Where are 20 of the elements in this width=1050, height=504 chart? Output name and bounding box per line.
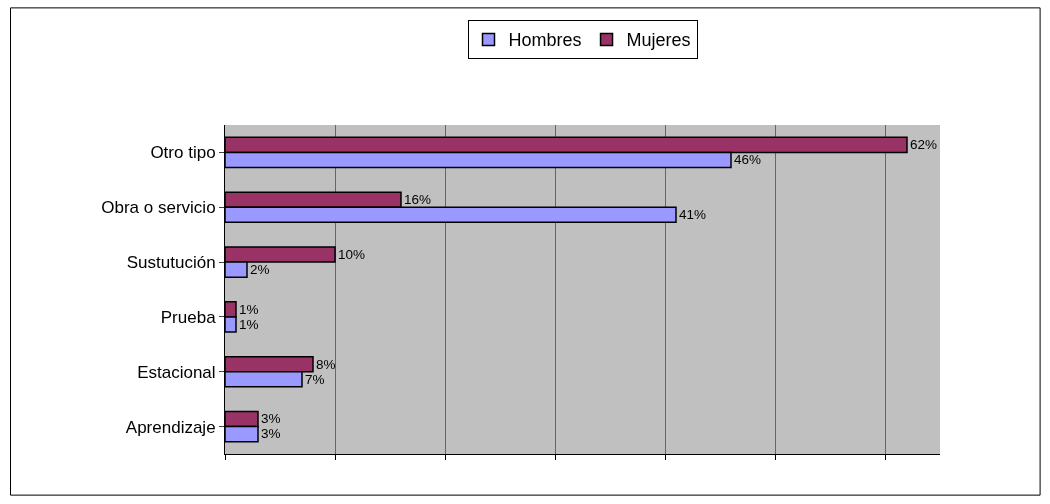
data-label: 1% xyxy=(239,301,259,317)
data-label: 8% xyxy=(316,356,336,372)
data-label: 1% xyxy=(239,316,259,332)
y-tick-label: Obra o servicio xyxy=(101,198,216,218)
data-label: 2% xyxy=(250,261,270,277)
y-tick-label: Aprendizaje xyxy=(125,417,216,437)
data-label: 3% xyxy=(261,426,281,442)
data-label: 16% xyxy=(404,192,432,208)
y-tick-label: Sustutución xyxy=(126,253,216,273)
legend-label: Hombres xyxy=(508,30,582,51)
y-tick-label: Otro tipo xyxy=(150,143,216,163)
y-tick-label: Prueba xyxy=(160,307,217,327)
data-label: 7% xyxy=(305,371,325,387)
data-label: 62% xyxy=(910,137,938,153)
data-label: 3% xyxy=(261,411,281,427)
legend-label: Mujeres xyxy=(626,30,691,51)
data-label: 46% xyxy=(734,152,762,168)
y-tick-label: Estacional xyxy=(137,362,216,382)
data-label: 10% xyxy=(338,246,366,262)
data-label: 41% xyxy=(679,207,707,223)
